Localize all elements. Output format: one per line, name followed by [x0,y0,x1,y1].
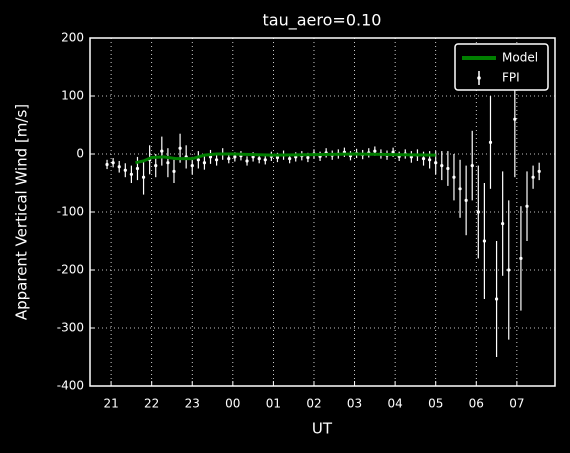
point [257,157,261,161]
point [434,161,438,165]
x-tick-label: 01 [266,397,281,411]
point [476,210,480,214]
y-tick-label: 200 [61,31,84,45]
point [245,159,249,163]
point [275,155,280,160]
point [373,149,377,153]
x-tick-label: 23 [185,397,200,411]
x-tick-label: 07 [509,397,524,411]
y-tick-label: -300 [57,321,84,335]
point [233,155,237,159]
x-tick-label: 21 [103,397,118,411]
point [428,158,432,162]
point [227,157,231,161]
point [519,256,523,260]
point [178,146,182,150]
plot-area [105,61,541,357]
point [141,175,146,179]
point [263,158,267,162]
y-tick-label: 100 [61,89,84,103]
point [166,161,170,165]
point [531,175,535,179]
point [482,239,486,243]
legend-label: Model [502,51,538,65]
point [501,222,505,226]
point [135,166,140,171]
point [525,204,529,208]
point [537,169,541,173]
x-tick-label: 22 [144,397,159,411]
point [214,158,219,162]
point [154,164,158,168]
point [196,158,200,162]
point [488,140,493,144]
x-tick-label: 02 [306,397,321,411]
point [202,161,207,165]
chart-title: tau_aero=0.10 [263,11,382,31]
point [452,175,456,179]
x-tick-label: 03 [347,397,362,411]
point [117,165,121,169]
x-tick-label: 05 [428,397,443,411]
point [494,297,499,301]
point [513,117,517,121]
point [421,157,426,161]
x-axis-label: UT [312,420,333,438]
y-tick-label: -400 [57,379,84,393]
x-tick-label: 04 [387,397,402,411]
legend-marker [477,76,481,80]
point [464,198,468,202]
point [111,161,115,165]
point [190,164,194,168]
point [440,164,444,168]
point [172,169,176,173]
point [306,155,310,160]
point [288,157,292,161]
model-line [135,152,436,165]
y-tick-label: 0 [76,147,84,161]
x-tick-label: 06 [469,397,484,411]
point [129,172,133,176]
point [160,149,164,153]
legend: Model FPI [454,43,549,91]
y-axis-label: Apparent Vertical Wind [m/s] [13,104,31,320]
point [105,162,109,167]
point [470,164,474,168]
axes-frame [89,37,556,387]
y-tick-label: -100 [57,205,84,219]
point [123,168,127,172]
point [446,166,450,171]
x-tick-label: 00 [225,397,240,411]
point [507,268,511,272]
y-tick-label: -200 [57,263,84,277]
point [458,187,462,191]
legend-label: FPI [502,71,520,85]
